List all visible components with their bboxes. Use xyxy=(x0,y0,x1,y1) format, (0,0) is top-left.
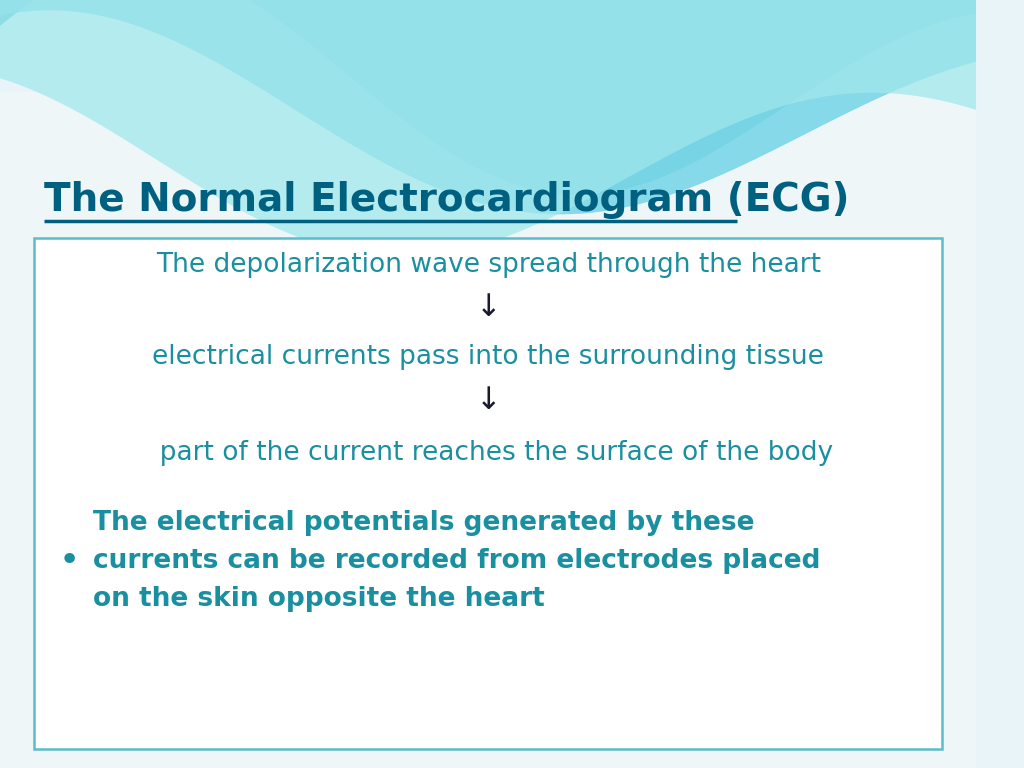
Text: ↓: ↓ xyxy=(475,293,501,322)
Text: part of the current reaches the surface of the body: part of the current reaches the surface … xyxy=(143,440,834,466)
Text: electrical currents pass into the surrounding tissue: electrical currents pass into the surrou… xyxy=(153,344,824,370)
Text: The electrical potentials generated by these
currents can be recorded from elect: The electrical potentials generated by t… xyxy=(93,510,820,611)
PathPatch shape xyxy=(0,0,977,195)
FancyBboxPatch shape xyxy=(34,238,942,749)
Text: The Normal Electrocardiogram (ECG): The Normal Electrocardiogram (ECG) xyxy=(44,181,850,219)
PathPatch shape xyxy=(0,0,977,257)
Text: ↓: ↓ xyxy=(475,386,501,415)
Text: The depolarization wave spread through the heart: The depolarization wave spread through t… xyxy=(156,252,820,278)
PathPatch shape xyxy=(0,0,977,214)
Text: •: • xyxy=(58,544,80,578)
FancyBboxPatch shape xyxy=(0,92,977,768)
